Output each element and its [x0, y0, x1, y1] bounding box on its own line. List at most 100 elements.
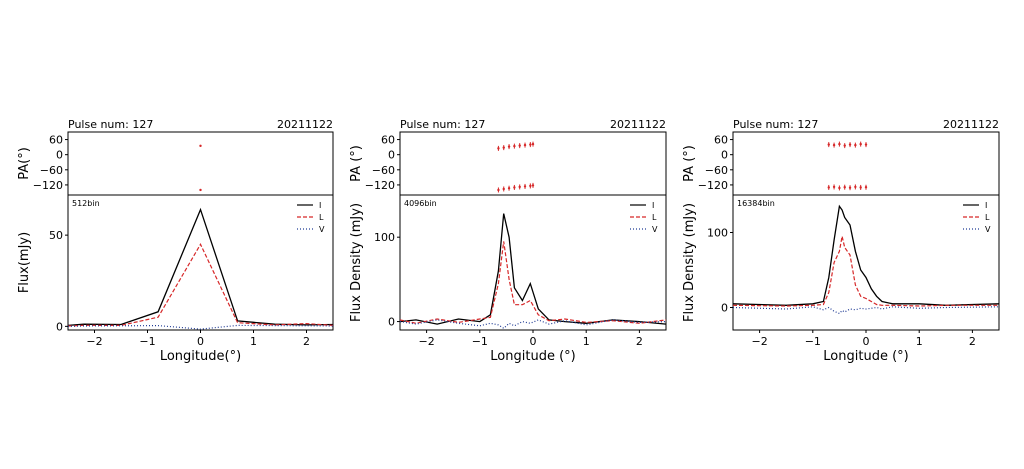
series-line-I: [732, 204, 1000, 306]
flux-ylabel: Flux(mJy): [17, 232, 32, 293]
flux-ylabel: Flux Density (mJy): [682, 203, 697, 322]
xtick-label: 1: [583, 335, 590, 348]
pa-point: [518, 144, 521, 147]
pa-ytick-label: 0: [388, 149, 395, 162]
pa-point: [838, 186, 841, 190]
xtick-label: 0: [863, 335, 870, 348]
flux-ytick-label: 0: [56, 320, 63, 333]
xlabel: Longitude (°): [823, 349, 908, 364]
xtick-label: −2: [751, 335, 767, 348]
pa-point: [513, 186, 516, 189]
flux-ytick-label: 100: [374, 231, 395, 244]
chart-panel-1: Pulse num: 127 20211122600−60−120PA(°)050…: [17, 118, 334, 364]
pa-point: [854, 185, 857, 189]
pa-ytick-label: −60: [372, 164, 395, 177]
legend-label-I: I: [652, 201, 654, 210]
pa-ytick-label: −60: [40, 164, 63, 177]
series-line-I: [399, 213, 667, 325]
pa-point: [832, 143, 836, 147]
pa-ytick-label: 60: [381, 134, 395, 147]
pa-point: [529, 143, 532, 146]
pa-point: [832, 185, 836, 189]
series-line-L: [67, 243, 334, 327]
xlabel: Longitude(°): [160, 349, 241, 364]
series-line-V: [67, 324, 334, 330]
flux-ytick-label: 50: [49, 229, 63, 242]
pa-ytick-label: −120: [33, 179, 63, 192]
series-line-I: [67, 207, 334, 327]
pa-point: [529, 184, 532, 188]
pa-point: [507, 145, 511, 148]
xtick-label: 0: [197, 335, 204, 348]
xtick-label: 2: [636, 335, 643, 348]
pa-point: [507, 186, 511, 190]
xtick-label: −2: [86, 335, 102, 348]
pa-ylabel: PA (°): [349, 145, 364, 182]
legend-label-V: V: [985, 225, 991, 234]
pa-point: [199, 188, 202, 192]
header-pulse-num: Pulse num: 127: [733, 118, 818, 131]
legend-label-L: L: [985, 213, 990, 222]
pa-ytick-label: 60: [714, 134, 728, 147]
xtick-label: 0: [530, 335, 537, 348]
pa-point: [502, 146, 505, 149]
xlabel: Longitude (°): [490, 349, 575, 364]
pa-ytick-label: −60: [705, 164, 728, 177]
series-line-L: [399, 241, 667, 324]
legend-label-V: V: [319, 225, 325, 234]
flux-axes-frame: [399, 194, 667, 331]
pa-point: [497, 147, 500, 150]
pa-point: [859, 186, 862, 189]
pa-point: [497, 188, 500, 192]
pa-ytick-label: −120: [698, 179, 728, 192]
series-line-L: [732, 236, 999, 307]
pa-point: [513, 144, 516, 148]
xtick-label: −1: [472, 335, 488, 348]
pa-ytick-label: 0: [721, 149, 728, 162]
bin-label: 4096bin: [404, 199, 437, 208]
xtick-label: −1: [805, 335, 821, 348]
pa-point: [502, 187, 505, 191]
bin-label: 512bin: [72, 199, 100, 208]
pa-point: [838, 142, 841, 146]
flux-ytick-label: 0: [721, 302, 728, 315]
pa-point: [199, 144, 202, 148]
legend-label-I: I: [319, 201, 321, 210]
pa-point: [843, 185, 846, 189]
pa-point: [827, 143, 830, 146]
flux-ytick-label: 100: [707, 227, 728, 240]
bin-label: 16384bin: [737, 199, 775, 208]
xtick-label: −1: [139, 335, 155, 348]
legend-label-I: I: [985, 201, 987, 210]
pa-point: [864, 185, 868, 189]
pa-ytick-label: 60: [49, 134, 63, 147]
pa-point: [843, 144, 846, 147]
pa-axes-frame: [67, 131, 334, 196]
pa-point: [848, 143, 852, 146]
pa-point: [523, 185, 527, 188]
xtick-label: −2: [418, 335, 434, 348]
xtick-label: 1: [250, 335, 257, 348]
xtick-label: 2: [303, 335, 310, 348]
flux-axes-frame: [67, 194, 334, 331]
header-date: 20211122: [277, 118, 333, 131]
flux-ylabel: Flux Density (mJy): [349, 203, 364, 322]
header-date: 20211122: [943, 118, 999, 131]
pa-point: [518, 185, 521, 189]
pa-point: [531, 142, 535, 146]
pa-ytick-label: −120: [365, 179, 395, 192]
pa-point: [531, 184, 535, 187]
legend-label-V: V: [652, 225, 658, 234]
pa-point: [827, 186, 830, 189]
pa-point: [864, 143, 868, 146]
legend-label-L: L: [319, 213, 324, 222]
pa-point: [854, 143, 857, 147]
xtick-label: 2: [969, 335, 976, 348]
pa-ylabel: PA(°): [17, 147, 32, 180]
series-line-V: [732, 306, 1000, 315]
pa-point: [848, 186, 852, 189]
header-pulse-num: Pulse num: 127: [400, 118, 485, 131]
